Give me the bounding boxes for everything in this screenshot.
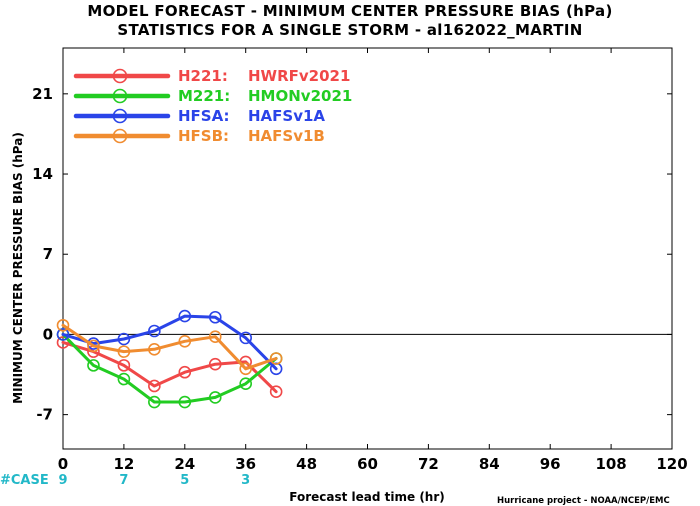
data-point	[56, 336, 70, 349]
legend-code: H221:	[178, 67, 228, 85]
data-point	[178, 365, 192, 379]
data-point	[56, 318, 70, 332]
y-tick-label: 14	[32, 165, 53, 183]
x-tick-label: 60	[357, 455, 378, 473]
legend-marker	[112, 108, 128, 124]
case-count: 7	[119, 473, 128, 488]
legend-code: M221:	[178, 87, 230, 105]
x-tick-label: 24	[174, 455, 195, 473]
y-tick-label: -7	[36, 406, 53, 424]
data-point	[148, 324, 161, 338]
data-point	[117, 372, 131, 386]
data-point	[239, 331, 252, 345]
data-point	[87, 359, 100, 372]
data-point	[178, 335, 192, 348]
data-point	[178, 309, 192, 323]
data-point	[148, 379, 161, 393]
legend-code: HFSA:	[178, 107, 230, 125]
x-tick-label: 84	[479, 455, 500, 473]
chart-title: MODEL FORECAST - MINIMUM CENTER PRESSURE…	[87, 2, 612, 20]
plot-frame	[62, 47, 673, 450]
y-axis-label: MINIMUM CENTER PRESSURE BIAS (hPa)	[11, 132, 25, 404]
x-axis-label: Forecast lead time (hr)	[289, 490, 445, 504]
x-tick-label: 120	[656, 455, 687, 473]
data-point	[269, 352, 283, 365]
legend-marker	[112, 68, 128, 84]
x-tick-label: 0	[58, 455, 68, 473]
data-point	[239, 377, 252, 390]
x-tick-label: 108	[595, 455, 626, 473]
x-tick-label: 36	[235, 455, 256, 473]
legend-marker	[112, 128, 128, 144]
data-point	[208, 310, 222, 324]
legend-name: HMONv2021	[248, 87, 352, 105]
data-point	[178, 395, 192, 409]
data-point	[117, 359, 131, 372]
data-point	[117, 332, 131, 346]
case-count: 3	[241, 473, 250, 488]
y-tick-label: 21	[32, 85, 53, 103]
data-point	[117, 345, 131, 358]
x-tick-label: 96	[540, 455, 561, 473]
case-count: 9	[58, 473, 67, 488]
legend-code: HFSB:	[178, 127, 229, 145]
y-tick-label: 0	[43, 325, 53, 343]
chart-subtitle: STATISTICS FOR A SINGLE STORM - al162022…	[117, 21, 582, 39]
x-tick-label: 48	[296, 455, 317, 473]
data-point	[208, 391, 222, 404]
x-tick-label: 12	[113, 455, 134, 473]
legend-name: HWRFv2021	[248, 67, 350, 85]
data-point	[148, 395, 161, 409]
legend-name: HAFSv1A	[248, 107, 325, 125]
y-tick-label: 7	[43, 245, 53, 263]
x-tick-label: 72	[418, 455, 439, 473]
data-point	[56, 328, 70, 341]
case-label: #CASE	[0, 473, 49, 488]
data-point	[208, 330, 222, 344]
legend-name: HAFSv1B	[248, 127, 325, 145]
plot-area: 0 12 24 36 48 60 72 84 96 108 120 -7 0 7 14 21 H221: HWRF…	[32, 47, 688, 488]
data-point	[87, 339, 100, 353]
case-count: 5	[180, 473, 189, 488]
data-point	[239, 362, 252, 376]
legend-marker	[112, 88, 128, 104]
data-point	[269, 385, 283, 399]
data-point	[148, 343, 161, 356]
credit-text: Hurricane project - NOAA/NCEP/EMC	[497, 496, 670, 506]
data-point	[208, 357, 222, 371]
